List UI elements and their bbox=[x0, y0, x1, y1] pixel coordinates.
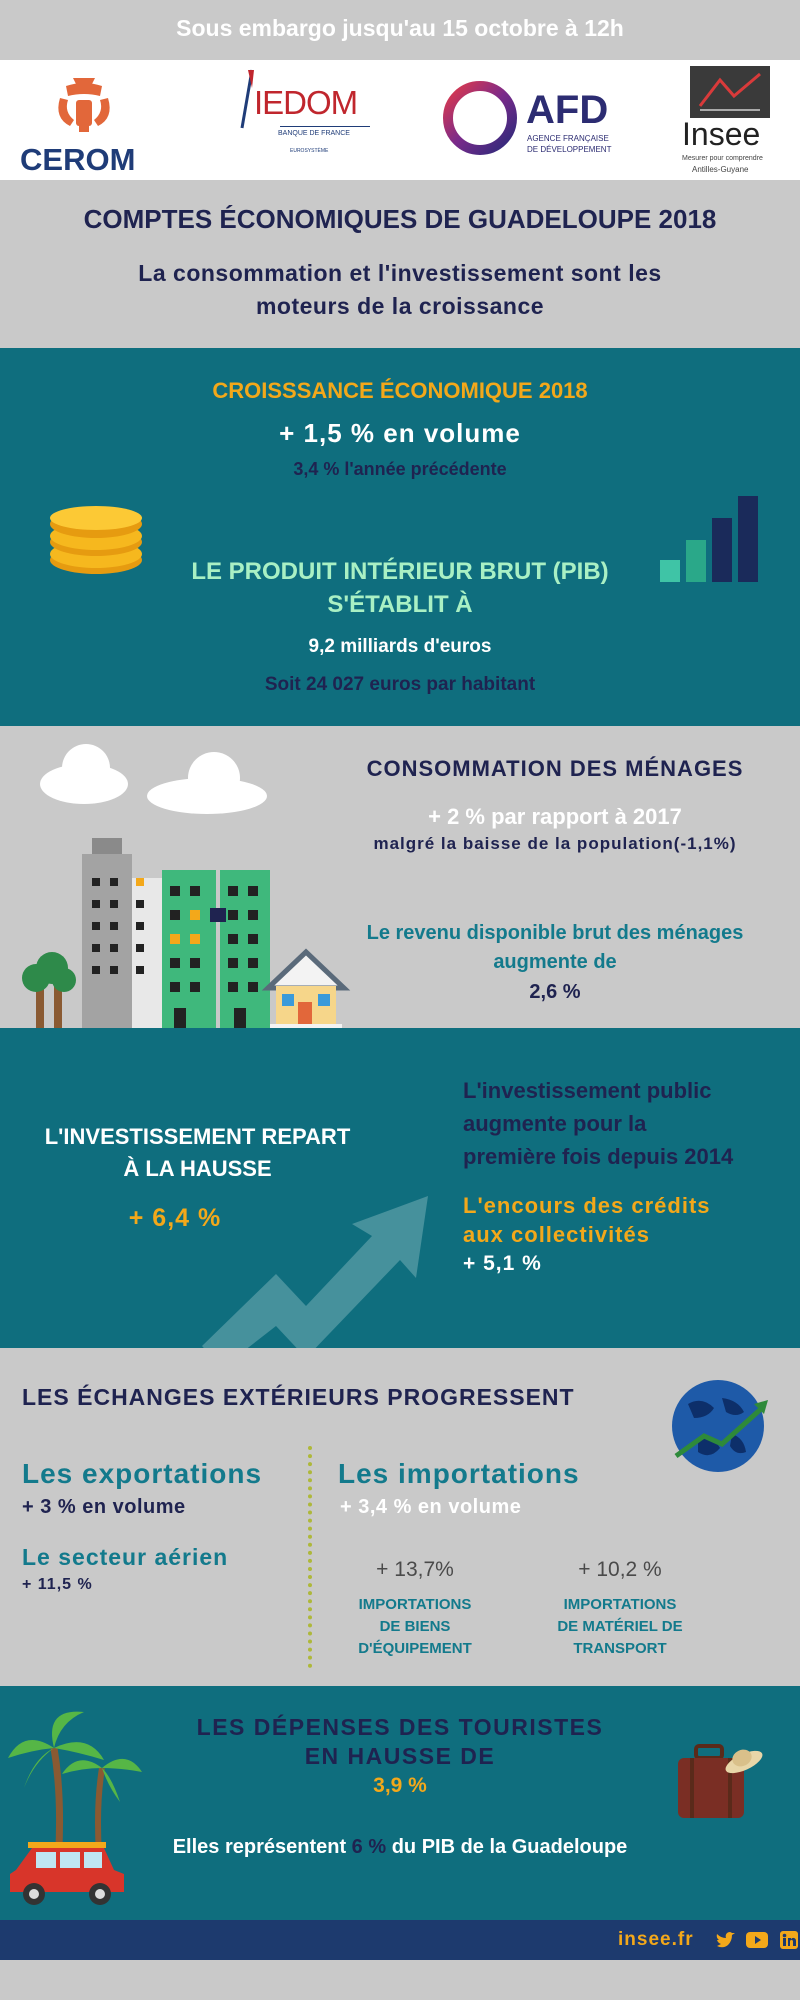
tree-icon bbox=[22, 952, 76, 1028]
transport-label3: TRANSPORT bbox=[573, 1640, 667, 1657]
pib-value: 9,2 milliards d'euros bbox=[308, 636, 492, 657]
credits-line2: aux collectivités bbox=[463, 1222, 650, 1247]
pib-line1: LE PRODUIT INTÉRIEUR BRUT (PIB) bbox=[191, 558, 609, 585]
car-icon bbox=[10, 1842, 124, 1905]
exports-value: + 3 % en volume bbox=[22, 1496, 186, 1518]
insee-emblem-icon bbox=[690, 66, 770, 118]
buildings-icon bbox=[22, 838, 351, 1028]
transport-label1: IMPORTATIONS bbox=[563, 1596, 677, 1613]
imports-title: Les importations bbox=[338, 1458, 580, 1489]
cerom-logo: CEROM bbox=[18, 70, 148, 177]
income-line2: augmente de bbox=[493, 951, 617, 973]
cloud-icon bbox=[40, 744, 128, 804]
imports-value: + 3,4 % en volume bbox=[340, 1496, 522, 1518]
iedom-sub2: EUROSYSTÈME bbox=[290, 148, 329, 154]
investment-section: L'INVESTISSEMENT REPART À LA HAUSSE + 6,… bbox=[0, 1028, 800, 1368]
tourism-share-value: 6 % bbox=[351, 1836, 387, 1858]
investment-value: + 6,4 % bbox=[128, 1204, 222, 1232]
tourism-value: 3,9 % bbox=[373, 1774, 427, 1797]
tourism-section: LES DÉPENSES DES TOURISTES EN HAUSSE DE … bbox=[0, 1686, 800, 1920]
cerom-wordmark: CEROM bbox=[20, 142, 136, 177]
trend-arrow-icon bbox=[202, 1196, 428, 1368]
insee-sub2: Antilles-Guyane bbox=[692, 165, 749, 174]
tourism-share-post: du PIB de la Guadeloupe bbox=[386, 1836, 628, 1858]
growth-heading: CROISSSANCE ÉCONOMIQUE 2018 bbox=[212, 378, 588, 403]
insee-wordmark: Insee bbox=[682, 116, 761, 152]
main-title: COMPTES ÉCONOMIQUES DE GUADELOUPE 2018 bbox=[83, 204, 717, 234]
consumption-heading: CONSOMMATION DES MÉNAGES bbox=[366, 756, 744, 781]
exchanges-section: LES ÉCHANGES EXTÉRIEURS PROGRESSENT Les … bbox=[0, 1348, 800, 1686]
subtitle-line2: moteurs de la croissance bbox=[255, 293, 545, 319]
linkedin-icon[interactable] bbox=[780, 1931, 798, 1949]
column-divider bbox=[308, 1446, 316, 1668]
logo-strip: CEROM IEDOM BANQUE DE FRANCE EUROSYSTÈME… bbox=[0, 60, 800, 180]
iedom-logo: IEDOM BANQUE DE FRANCE EUROSYSTÈME bbox=[228, 68, 373, 173]
globe-icon bbox=[672, 1380, 768, 1472]
embargo-bar: Sous embargo jusqu'au 15 octobre à 12h bbox=[0, 0, 800, 60]
growth-section: CROISSSANCE ÉCONOMIQUE 2018 + 1,5 % en v… bbox=[0, 348, 800, 726]
bottom-margin bbox=[0, 1960, 800, 2000]
investment-heading-line2: À LA HAUSSE bbox=[123, 1156, 272, 1181]
exchanges-heading: LES ÉCHANGES EXTÉRIEURS PROGRESSENT bbox=[22, 1384, 575, 1410]
air-value: + 11,5 % bbox=[22, 1576, 93, 1593]
bar-chart-icon bbox=[660, 496, 758, 582]
public-line1: L'investissement public bbox=[463, 1078, 712, 1103]
footer-site-link[interactable]: insee.fr bbox=[618, 1929, 694, 1950]
air-title: Le secteur aérien bbox=[22, 1544, 229, 1570]
growth-value: + 1,5 % en volume bbox=[279, 418, 521, 448]
afd-logo: AFD AGENCE FRANÇAISE DE DÉVELOPPEMENT bbox=[440, 78, 620, 168]
afd-ring-icon bbox=[443, 81, 517, 155]
cloud-icon bbox=[147, 752, 267, 814]
public-line2: augmente pour la bbox=[463, 1111, 647, 1136]
afd-sub2: DE DÉVELOPPEMENT bbox=[527, 145, 612, 154]
pib-line2: S'ÉTABLIT À bbox=[327, 591, 473, 618]
tourism-heading-line1: LES DÉPENSES DES TOURISTES bbox=[196, 1714, 604, 1740]
iedom-wordmark: IEDOM bbox=[254, 84, 358, 121]
suitcase-icon bbox=[678, 1744, 763, 1818]
afd-sub1: AGENCE FRANÇAISE bbox=[527, 134, 609, 143]
footer-bar: insee.fr bbox=[0, 1920, 800, 1960]
credits-value: + 5,1 % bbox=[463, 1252, 542, 1275]
subtitle-line1: La consommation et l'investissement sont… bbox=[138, 260, 662, 286]
insee-logo: Insee Mesurer pour comprendre Antilles-G… bbox=[680, 66, 780, 176]
coins-icon bbox=[50, 506, 142, 574]
iedom-sub: BANQUE DE FRANCE bbox=[278, 130, 350, 137]
transport-label2: DE MATÉRIEL DE bbox=[557, 1618, 683, 1635]
afd-wordmark: AFD bbox=[526, 88, 609, 132]
investment-heading-line1: L'INVESTISSEMENT REPART bbox=[44, 1124, 351, 1149]
consumption-section: CONSOMMATION DES MÉNAGES + 2 % par rappo… bbox=[0, 726, 800, 1028]
iedom-flag-icon bbox=[240, 69, 254, 129]
iedom-divider bbox=[280, 126, 370, 127]
house-icon bbox=[261, 948, 351, 1028]
embargo-text: Sous embargo jusqu'au 15 octobre à 12h bbox=[176, 15, 624, 41]
twitter-icon[interactable] bbox=[716, 1932, 736, 1950]
equip-label1: IMPORTATIONS bbox=[358, 1596, 472, 1613]
tourism-share: Elles représentent 6 % du PIB de la Guad… bbox=[150, 1836, 650, 1859]
pib-per-capita: Soit 24 027 euros par habitant bbox=[264, 674, 536, 695]
cerom-emblem-icon bbox=[58, 78, 110, 132]
title-section: COMPTES ÉCONOMIQUES DE GUADELOUPE 2018 L… bbox=[0, 180, 800, 348]
income-line1: Le revenu disponible brut des ménages bbox=[366, 922, 744, 944]
equip-label3: D'ÉQUIPEMENT bbox=[358, 1640, 472, 1657]
growth-previous: 3,4 % l'année précédente bbox=[293, 459, 507, 479]
consumption-note: malgré la baisse de la population(-1,1%) bbox=[373, 834, 737, 853]
equip-label2: DE BIENS bbox=[379, 1618, 451, 1635]
equip-value: + 13,7% bbox=[376, 1558, 454, 1581]
income-value: 2,6 % bbox=[529, 981, 581, 1003]
insee-sub1: Mesurer pour comprendre bbox=[682, 155, 763, 162]
exports-title: Les exportations bbox=[22, 1458, 263, 1489]
transport-value: + 10,2 % bbox=[578, 1558, 662, 1581]
public-line3: première fois depuis 2014 bbox=[463, 1144, 734, 1169]
tourism-heading-line2: EN HAUSSE DE bbox=[304, 1743, 496, 1769]
consumption-value: + 2 % par rapport à 2017 bbox=[428, 804, 682, 829]
youtube-icon[interactable] bbox=[746, 1931, 768, 1949]
tourism-share-pre: Elles représentent bbox=[172, 1836, 352, 1858]
credits-line1: L'encours des crédits bbox=[463, 1193, 711, 1218]
